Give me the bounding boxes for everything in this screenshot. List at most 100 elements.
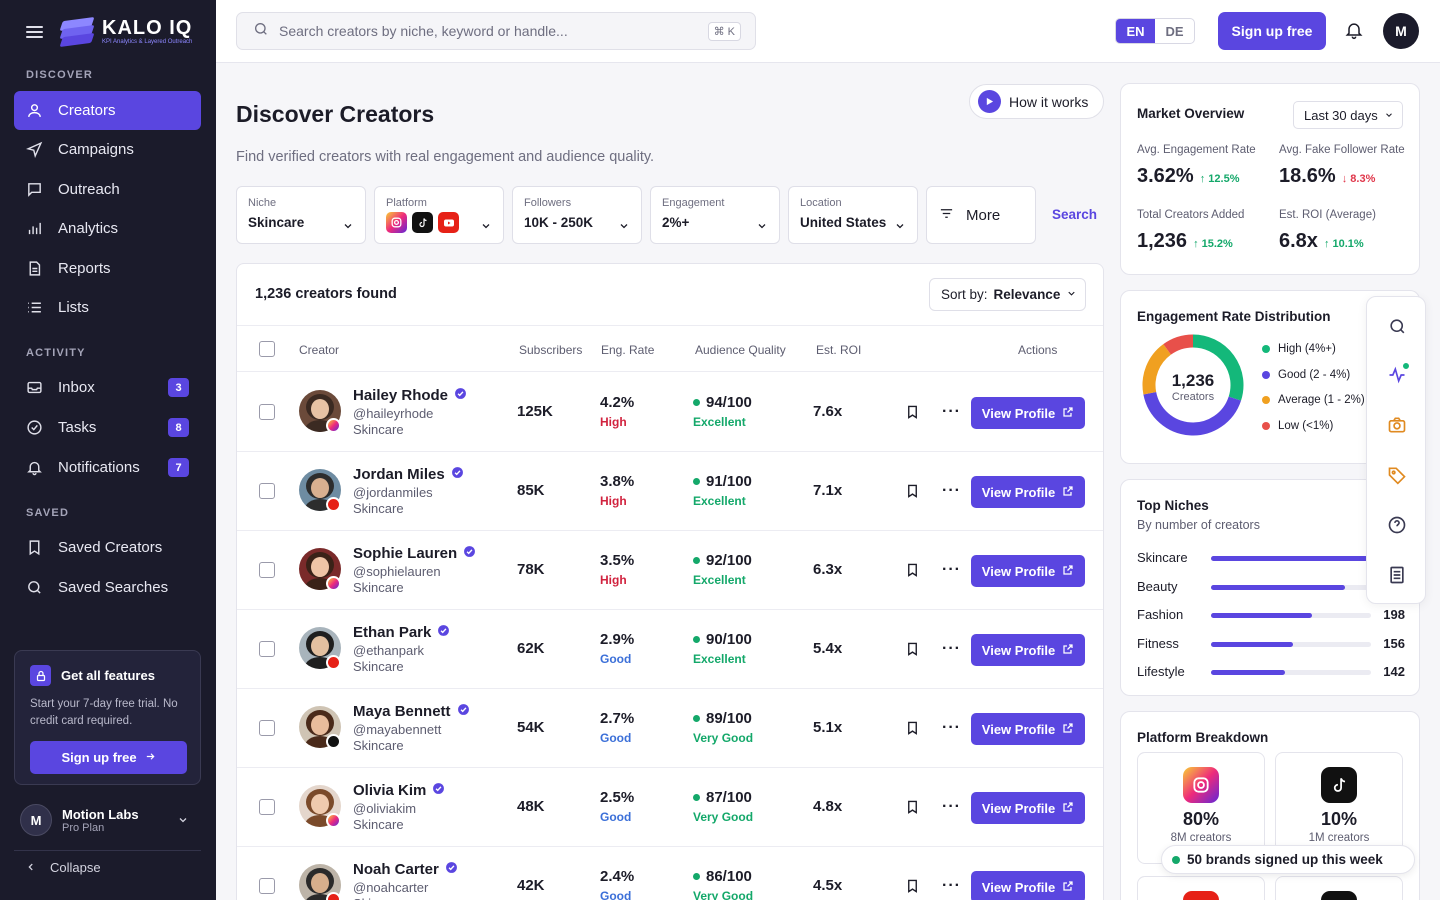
more-icon[interactable]: ··· [942, 482, 961, 499]
collapse-button[interactable]: Collapse [26, 860, 101, 875]
creator-name[interactable]: Olivia Kim [353, 782, 445, 799]
sidebar-item-creators[interactable]: Creators [14, 91, 201, 130]
col-subscribers[interactable]: Subscribers [519, 343, 583, 357]
col-audience-quality[interactable]: Audience Quality [695, 343, 786, 357]
tag-icon[interactable] [1387, 465, 1407, 485]
avatar[interactable] [299, 390, 341, 432]
notes-icon[interactable] [1387, 565, 1407, 585]
more-icon[interactable]: ··· [942, 640, 961, 657]
verified-icon [437, 624, 450, 641]
col-eng-rate[interactable]: Eng. Rate [601, 343, 655, 357]
more-icon[interactable]: ··· [942, 877, 961, 894]
row-checkbox[interactable] [259, 799, 275, 815]
table-row[interactable]: Olivia Kim @oliviakim Skincare 48K 2.5% Good 8… [237, 768, 1103, 847]
view-profile-button[interactable]: View Profile [971, 713, 1085, 745]
creator-name[interactable]: Ethan Park [353, 624, 450, 641]
table-row[interactable]: Hailey Rhode @haileyrhode Skincare 125K 4.2%… [237, 373, 1103, 452]
live-dot [1172, 855, 1180, 864]
lang-en-button[interactable]: EN [1116, 19, 1155, 43]
niche-filter[interactable]: Niche Skincare [236, 186, 366, 244]
bookmark-icon[interactable] [905, 404, 920, 425]
quality-dot [693, 636, 700, 643]
more-filters-button[interactable]: More [926, 186, 1036, 244]
sidebar-item-inbox[interactable]: Inbox 3 [14, 368, 201, 407]
select-all-checkbox[interactable] [259, 341, 275, 357]
sidebar-item-tasks[interactable]: Tasks 8 [14, 408, 201, 447]
creator-name[interactable]: Jordan Miles [353, 466, 464, 483]
sort-dropdown[interactable]: Sort by: Relevance [929, 278, 1086, 311]
sidebar-item-analytics[interactable]: Analytics [14, 209, 201, 248]
bookmark-icon[interactable] [905, 641, 920, 662]
view-profile-button[interactable]: View Profile [971, 792, 1085, 824]
sidebar-item-lists[interactable]: Lists [14, 288, 201, 327]
donut-slice [1143, 391, 1242, 436]
row-checkbox[interactable] [259, 562, 275, 578]
bookmark-icon[interactable] [905, 799, 920, 820]
view-profile-button[interactable]: View Profile [971, 634, 1085, 666]
creator-name[interactable]: Noah Carter [353, 861, 458, 878]
sidebar-item-saved-searches[interactable]: Saved Searches [14, 568, 201, 607]
table-row[interactable]: Sophie Lauren @sophielauren Skincare 78K 3.5… [237, 531, 1103, 610]
activity-icon[interactable] [1387, 362, 1410, 385]
more-icon[interactable]: ··· [942, 719, 961, 736]
date-range-dropdown[interactable]: Last 30 days [1293, 101, 1403, 129]
row-checkbox[interactable] [259, 720, 275, 736]
table-row[interactable]: Jordan Miles @jordanmiles Skincare 85K 3.8% H… [237, 452, 1103, 531]
search-input[interactable] [279, 23, 699, 39]
how-it-works-button[interactable]: How it works [969, 84, 1104, 119]
help-icon[interactable] [1387, 515, 1407, 535]
table-row[interactable]: Noah Carter @noahcarterSkincare 42K 2.4% Goo… [237, 847, 1103, 900]
promo-signup-button[interactable]: Sign up free [30, 741, 187, 774]
stat-value: 6.8x [1279, 230, 1318, 252]
col-est-roi[interactable]: Est. ROI [816, 343, 862, 357]
followers-filter[interactable]: Followers 10K - 250K [512, 186, 642, 244]
external-link-icon [1062, 485, 1074, 500]
creator-eng-label: Good [600, 652, 632, 666]
bell-icon [26, 459, 43, 476]
followers-filter-label: Followers [524, 197, 572, 209]
avatar[interactable] [299, 627, 341, 669]
bell-icon[interactable] [1344, 20, 1364, 45]
sidebar-item-notifications[interactable]: Notifications 7 [14, 448, 201, 487]
sidebar-item-outreach[interactable]: Outreach [14, 170, 201, 209]
engagement-filter[interactable]: Engagement 2%+ [650, 186, 780, 244]
view-profile-button[interactable]: View Profile [971, 397, 1085, 429]
menu-icon[interactable] [26, 25, 43, 38]
creator-name[interactable]: Hailey Rhode [353, 387, 467, 404]
avatar[interactable] [299, 469, 341, 511]
table-row[interactable]: Ethan Park @ethanpark Skincare 62K 2.9% Good 9… [237, 610, 1103, 689]
row-checkbox[interactable] [259, 878, 275, 894]
camera-icon[interactable] [1387, 415, 1407, 435]
creator-name[interactable]: Maya Bennett [353, 703, 470, 720]
niche-count: 142 [1383, 664, 1405, 679]
bookmark-icon[interactable] [905, 483, 920, 504]
row-checkbox[interactable] [259, 483, 275, 499]
creator-name[interactable]: Sophie Lauren [353, 545, 476, 562]
view-profile-button[interactable]: View Profile [971, 476, 1085, 508]
more-icon[interactable]: ··· [942, 798, 961, 815]
search-button[interactable]: Search [1052, 207, 1098, 222]
bookmark-icon[interactable] [905, 720, 920, 741]
location-filter[interactable]: Location United States [788, 186, 918, 244]
more-icon[interactable]: ··· [942, 403, 961, 420]
user-avatar[interactable]: M [1383, 13, 1419, 49]
view-profile-button[interactable]: View Profile [971, 555, 1085, 587]
sidebar-item-saved-creators[interactable]: Saved Creators [14, 528, 201, 567]
sidebar-item-reports[interactable]: Reports [14, 249, 201, 288]
lang-de-button[interactable]: DE [1165, 23, 1184, 39]
bookmark-icon[interactable] [905, 562, 920, 583]
platform-filter-label: Platform [386, 197, 427, 209]
search-icon[interactable] [1387, 316, 1407, 336]
sidebar-item-campaigns[interactable]: Campaigns [14, 130, 201, 169]
instagram-icon [326, 813, 341, 828]
signup-button[interactable]: Sign up free [1218, 12, 1326, 50]
view-profile-button[interactable]: View Profile [971, 871, 1085, 900]
platform-filter[interactable]: Platform [374, 186, 504, 244]
more-icon[interactable]: ··· [942, 561, 961, 578]
bookmark-icon[interactable] [905, 878, 920, 899]
account-switcher[interactable]: M Motion Labs Pro Plan [20, 803, 195, 837]
table-row[interactable]: Maya Bennett @mayabennett Skincare 54K 2.7% G… [237, 689, 1103, 768]
row-checkbox[interactable] [259, 404, 275, 420]
platform-breakdown-title: Platform Breakdown [1137, 730, 1269, 745]
row-checkbox[interactable] [259, 641, 275, 657]
